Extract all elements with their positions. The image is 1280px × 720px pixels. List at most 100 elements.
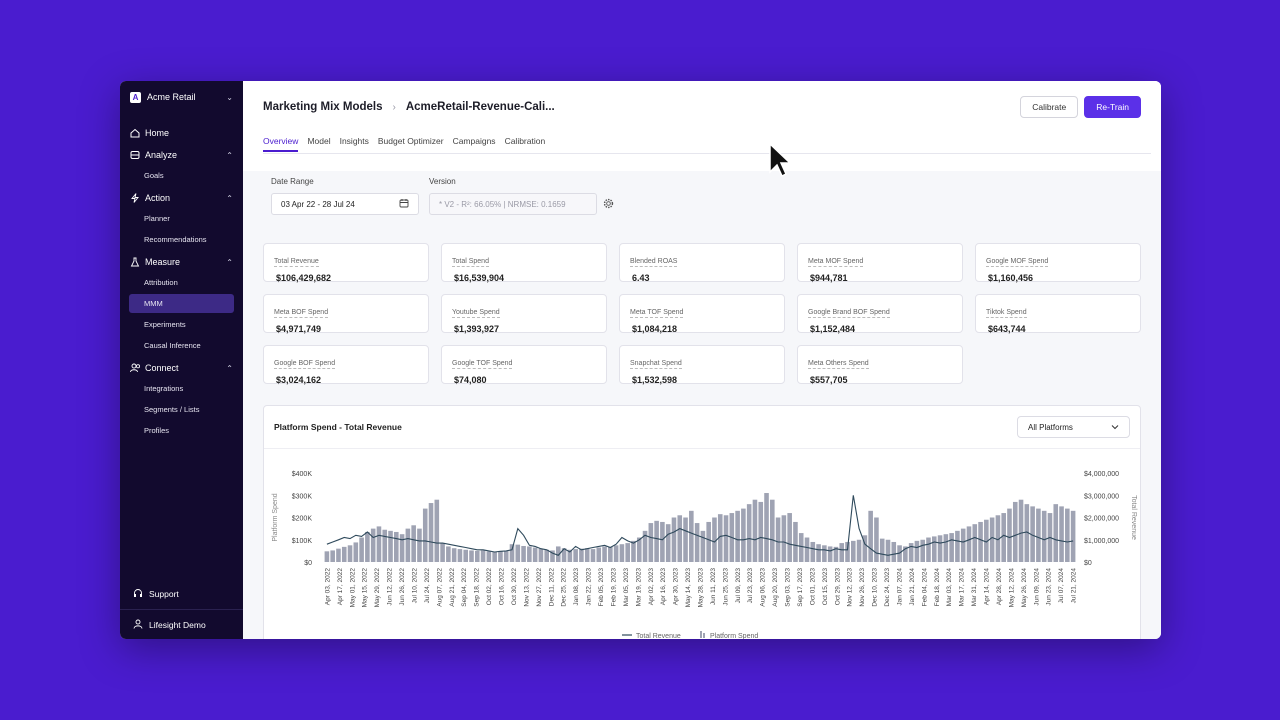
spend-bar bbox=[903, 546, 908, 562]
metric-cards: Total Revenue $106,429,682 Total Spend $16,… bbox=[263, 243, 1141, 385]
x-tick-label: Dec 11, 2022 bbox=[548, 568, 555, 607]
spend-bar bbox=[561, 548, 567, 562]
nav-integrations[interactable]: Integrations bbox=[144, 384, 184, 393]
metric-value: $1,084,218 bbox=[632, 324, 678, 334]
metric-card: Total Revenue $106,429,682 bbox=[263, 243, 429, 283]
tab-overview[interactable]: Overview bbox=[263, 136, 299, 152]
date-range-picker[interactable]: 03 Apr 22 - 28 Jul 24 bbox=[271, 193, 419, 215]
nav-profiles[interactable]: Profiles bbox=[144, 426, 170, 435]
chart-title: Platform Spend - Total Revenue bbox=[274, 422, 402, 432]
revenue-line bbox=[326, 495, 1074, 556]
nav-recommendations[interactable]: Recommendations bbox=[144, 235, 207, 244]
gear-icon[interactable] bbox=[603, 191, 614, 215]
nav-measure-label: Measure bbox=[145, 257, 181, 267]
support-link[interactable]: Support bbox=[120, 579, 243, 609]
x-tick-label: Sep 17, 2023 bbox=[797, 568, 804, 607]
spend-bar bbox=[700, 530, 706, 562]
x-tick-label: Oct 02, 2022 bbox=[486, 568, 493, 606]
nav-causal-inference[interactable]: Causal Inference bbox=[144, 341, 201, 350]
x-tick-label: May 15, 2022 bbox=[362, 568, 369, 608]
nav-segments-lists[interactable]: Segments / Lists bbox=[144, 405, 200, 414]
x-tick-label: May 12, 2024 bbox=[1008, 568, 1015, 608]
retrain-button[interactable]: Re-Train bbox=[1084, 96, 1141, 118]
nav-measure[interactable]: Measure ⌃ bbox=[120, 252, 243, 272]
x-tick-label: Apr 14, 2024 bbox=[984, 568, 991, 606]
spend-bar bbox=[498, 551, 503, 562]
spend-bar bbox=[822, 545, 827, 562]
platform-spend-chart: $0 $100K $200K $300K $400K $0 $1,000,000 $2,000… bbox=[272, 471, 1137, 639]
legend-spend-swatch bbox=[703, 633, 705, 638]
spend-bar bbox=[382, 529, 388, 562]
nav-analyze[interactable]: Analyze ⌃ bbox=[120, 145, 243, 165]
x-tick-label: May 14, 2023 bbox=[685, 568, 692, 608]
nav-experiments[interactable]: Experiments bbox=[144, 320, 186, 329]
y2-axis-title: Total Revenue bbox=[1130, 495, 1137, 540]
nav-planner[interactable]: Planner bbox=[144, 214, 170, 223]
y-tick-label: $300K bbox=[292, 493, 313, 500]
spend-bar bbox=[1012, 501, 1018, 562]
nav-goals[interactable]: Goals bbox=[144, 171, 164, 180]
metric-label: Google TOF Spend bbox=[452, 360, 513, 369]
main-content: Marketing Mix Models › AcmeRetail-Revenu… bbox=[243, 81, 1161, 639]
x-tick-label: Jan 08, 2023 bbox=[573, 568, 580, 606]
spend-bar bbox=[978, 521, 983, 562]
metric-label: Meta BOF Spend bbox=[274, 309, 329, 318]
tab-campaigns[interactable]: Campaigns bbox=[452, 136, 496, 146]
x-tick-label: Nov 12, 2023 bbox=[847, 568, 854, 607]
x-tick-label: Jun 09, 2024 bbox=[1033, 568, 1040, 606]
spend-bar bbox=[793, 521, 798, 562]
spend-bar bbox=[613, 545, 619, 562]
spend-bar bbox=[798, 533, 804, 562]
nav-home[interactable]: Home bbox=[120, 123, 243, 143]
chart-header-divider bbox=[264, 448, 1140, 449]
spend-bar bbox=[469, 550, 474, 562]
metric-value: $1,152,484 bbox=[810, 324, 856, 334]
nav-action-label: Action bbox=[145, 193, 171, 203]
x-tick-label: Dec 24, 2023 bbox=[884, 568, 891, 607]
x-tick-label: Nov 26, 2023 bbox=[859, 568, 866, 607]
metric-card: Meta Others Spend $557,705 bbox=[797, 345, 963, 385]
spend-bar bbox=[839, 543, 845, 562]
spend-bar bbox=[816, 544, 821, 562]
spend-bar bbox=[665, 524, 671, 562]
spend-bar bbox=[995, 515, 1001, 562]
legend-spend-swatch bbox=[700, 631, 702, 638]
user-menu[interactable]: Lifesight Demo bbox=[120, 609, 243, 639]
spend-bar bbox=[943, 534, 949, 562]
metric-label: Youtube Spend bbox=[452, 309, 500, 318]
version-select[interactable]: * V2 - R²: 66.05% | NRMSE: 0.1659 bbox=[429, 193, 597, 215]
spend-bar bbox=[544, 549, 549, 562]
chevron-up-icon: ⌃ bbox=[226, 150, 233, 160]
filters: Date Range 03 Apr 22 - 28 Jul 24 Version… bbox=[271, 177, 614, 215]
org-switcher[interactable]: A Acme Retail ⌄ bbox=[120, 81, 243, 113]
x-tick-label: May 28, 2023 bbox=[698, 568, 705, 608]
spend-bar bbox=[1001, 513, 1006, 562]
breadcrumb-mmm[interactable]: Marketing Mix Models bbox=[263, 101, 383, 113]
tab-budget-optimizer[interactable]: Budget Optimizer bbox=[377, 136, 444, 146]
nav-mmm[interactable]: MMM bbox=[129, 294, 234, 313]
nav-action[interactable]: Action ⌃ bbox=[120, 188, 243, 208]
tab-insights[interactable]: Insights bbox=[339, 136, 369, 146]
user-name: Lifesight Demo bbox=[149, 619, 206, 630]
metric-value: $1,393,927 bbox=[454, 324, 500, 334]
nav-attribution[interactable]: Attribution bbox=[144, 278, 178, 287]
chevron-right-icon: › bbox=[392, 101, 396, 113]
metric-label: Total Spend bbox=[452, 258, 489, 267]
spend-bar bbox=[891, 541, 897, 562]
calibrate-button[interactable]: Calibrate bbox=[1020, 96, 1079, 118]
spend-bar bbox=[1059, 506, 1064, 562]
platform-select[interactable]: All Platforms bbox=[1017, 416, 1130, 438]
x-tick-label: Aug 07, 2022 bbox=[436, 568, 443, 607]
tab-model[interactable]: Model bbox=[307, 136, 331, 146]
tab-calibration[interactable]: Calibration bbox=[504, 136, 546, 146]
x-tick-label: Aug 21, 2022 bbox=[449, 568, 456, 607]
metric-card: Google TOF Spend $74,080 bbox=[441, 345, 607, 385]
x-tick-label: May 26, 2024 bbox=[1021, 568, 1028, 608]
nav-connect[interactable]: Connect ⌃ bbox=[120, 358, 243, 378]
spend-bar bbox=[324, 551, 330, 562]
spend-bar bbox=[527, 546, 532, 562]
spend-bar bbox=[804, 537, 810, 562]
spend-bar bbox=[457, 549, 463, 562]
metric-card: Snapchat Spend $1,532,598 bbox=[619, 345, 785, 385]
spend-bar bbox=[573, 549, 578, 562]
